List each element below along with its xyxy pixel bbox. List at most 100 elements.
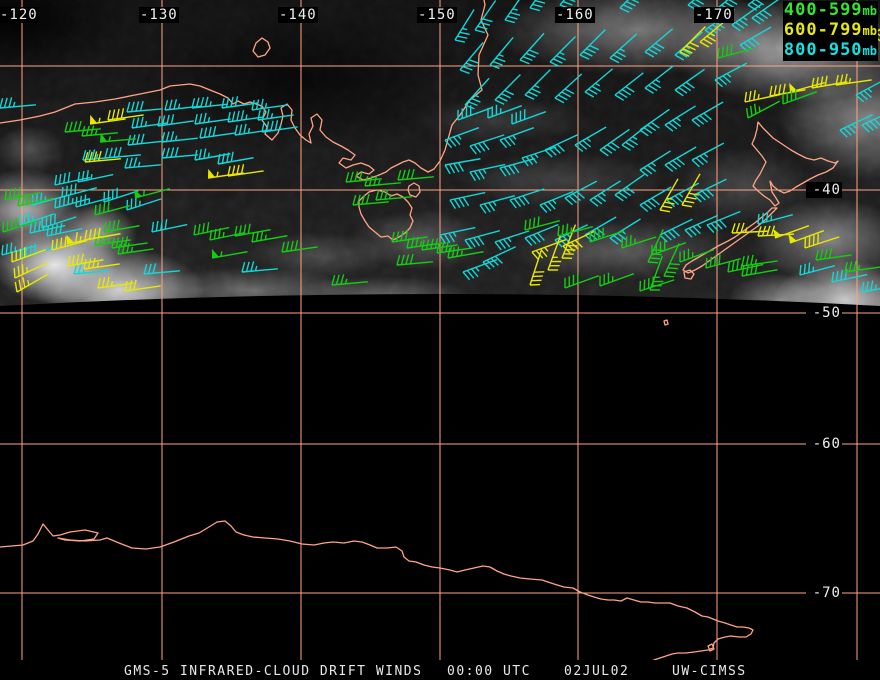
wind-barb: [482, 246, 516, 270]
wind-barb: [529, 0, 552, 12]
wind-barb: [444, 127, 480, 149]
wind-barb: [97, 276, 134, 289]
wind-barb: [457, 105, 493, 121]
legend-range: 600-799: [783, 20, 863, 40]
wind-barb: [831, 269, 868, 283]
wind-barb: [663, 243, 680, 278]
coastline-antarctic-islet: [707, 643, 715, 652]
longitude-label: -160: [555, 7, 595, 23]
caption-bar: GMS-5 INFRARED-CLOUD DRIFT WINDS 00:00 U…: [0, 660, 880, 680]
wind-barb: [41, 213, 77, 229]
wind-barb: [2, 217, 38, 233]
wind-barb: [739, 26, 772, 53]
wind-barb: [664, 146, 697, 173]
wind-barb: [61, 183, 97, 198]
wind-barb: [659, 218, 693, 243]
wind-barb: [693, 178, 727, 203]
wind-barb: [454, 9, 475, 43]
caption-source: UW-CIMSS: [672, 664, 747, 679]
wind-barb: [51, 236, 87, 251]
wind-barb: [83, 257, 120, 270]
wind-barb: [511, 109, 547, 125]
wind-barb: [499, 158, 535, 177]
wind-barb: [609, 33, 638, 64]
latlon-grid: [0, 0, 880, 662]
wind-barb: [103, 187, 139, 203]
wind-barb: [644, 28, 674, 58]
wind-barb: [811, 75, 848, 89]
wind-barb: [54, 194, 90, 209]
wind-barb: [191, 96, 228, 109]
wind-barb: [679, 248, 715, 263]
pressure-level-legend: 400-599mb 600-799mb 800-950mb: [782, 1, 878, 61]
wind-barb: [161, 131, 198, 143]
wind-barb: [19, 212, 55, 226]
wind-barb: [107, 108, 144, 121]
coastline-antarctica: [0, 520, 754, 670]
wind-barb: [731, 3, 762, 32]
wind-barb: [124, 157, 161, 169]
wind-barb: [499, 127, 535, 149]
legend-entry: 400-599mb: [782, 1, 878, 21]
wind-barb: [211, 248, 248, 259]
caption-title: GMS-5 INFRARED-CLOUD DRIFT WINDS: [124, 664, 423, 679]
wind-barb: [257, 108, 294, 121]
wind-barb: [649, 255, 664, 291]
coastline-australia: [0, 0, 489, 181]
wind-barb: [799, 262, 835, 276]
wind-barb: [127, 133, 164, 146]
wind-barb: [464, 77, 490, 110]
coastline-nz-north-island: [751, 121, 839, 207]
wind-barb: [574, 126, 607, 153]
legend-entry: 600-799mb: [782, 20, 878, 41]
wind-barb: [352, 193, 389, 206]
wind-barb: [447, 246, 484, 259]
wind-barb: [751, 0, 782, 25]
wind-barb: [529, 250, 545, 286]
wind-barb: [94, 201, 130, 216]
wind-barb: [674, 31, 704, 61]
wind-barb: [397, 168, 434, 181]
wind-barb: [104, 146, 141, 159]
wind-barb: [744, 90, 781, 103]
coastline-nz-south-island: [682, 207, 778, 274]
legend-unit: mb: [862, 4, 877, 18]
wind-barb: [134, 188, 170, 199]
wind-barb: [124, 279, 161, 292]
wind-barb: [89, 114, 126, 125]
wind-barb: [531, 239, 567, 261]
caption-time: 00:00 UTC: [447, 664, 531, 679]
wind-barb: [674, 68, 705, 97]
wind-barb: [589, 180, 621, 207]
wind-barb: [839, 114, 873, 138]
wind-barb: [4, 187, 41, 201]
wind-barb: [391, 230, 428, 243]
wind-barb: [717, 44, 753, 59]
wind-barb: [241, 261, 278, 273]
wind-barb: [524, 223, 559, 246]
wind-barb: [659, 178, 679, 213]
legend-range: 800-950: [783, 40, 863, 60]
wind-barb: [804, 233, 840, 249]
wind-barb: [639, 276, 675, 292]
wind-barb: [554, 73, 583, 104]
wind-barb: [462, 259, 498, 281]
legend-unit: mb: [862, 44, 877, 58]
wind-barb: [681, 173, 701, 208]
latitude-label: -70: [806, 585, 842, 601]
wind-barb: [789, 82, 825, 93]
wind-barb: [17, 194, 54, 207]
wind-barb: [579, 29, 606, 60]
legend-entry: 800-950mb: [782, 40, 878, 61]
coastline-small-islet-mid: [663, 319, 669, 326]
coastline-flinders-island: [407, 182, 421, 198]
latitude-label: -40: [806, 182, 842, 198]
wind-barb: [614, 72, 644, 101]
wind-barb: [666, 182, 700, 208]
wind-barb: [151, 219, 188, 233]
wind-barb: [81, 125, 118, 137]
longitude-label: -170: [694, 7, 734, 23]
wind-barb: [684, 214, 719, 238]
wind-barb: [194, 112, 231, 125]
